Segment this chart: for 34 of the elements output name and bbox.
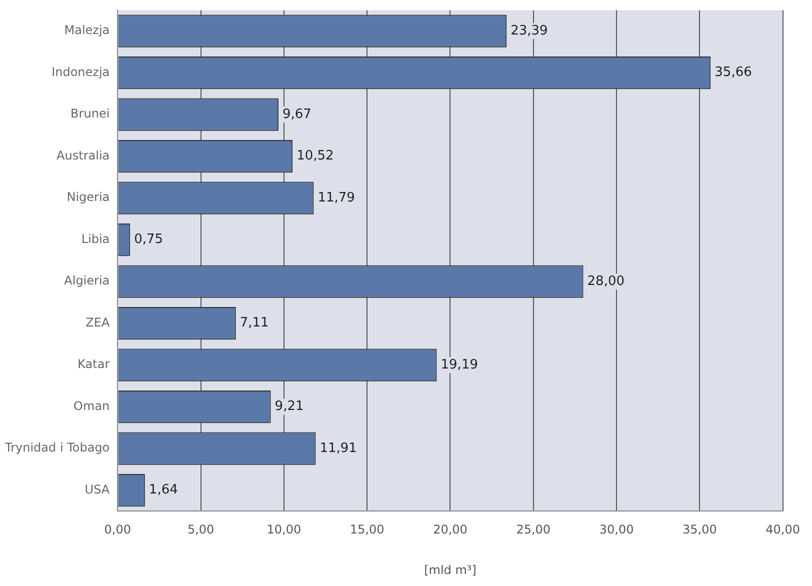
data-label: 9,67 (282, 106, 312, 122)
x-tick-label: 15,00 (350, 522, 384, 537)
data-label: 11,79 (318, 190, 355, 206)
x-tick-label: 5,00 (187, 522, 214, 537)
y-tick-label: Nigeria (66, 190, 110, 204)
data-label: 7,11 (240, 316, 269, 331)
x-tick-label: 10,00 (266, 522, 302, 537)
data-label: 23,39 (510, 23, 548, 38)
x-axis-title: [mld m³] (424, 562, 476, 577)
data-label: 28,00 (587, 274, 624, 289)
data-label: 9,21 (274, 399, 304, 414)
y-tick-label: Algieria (64, 274, 110, 288)
data-label: 1,64 (148, 482, 178, 498)
y-tick-label: Oman (74, 398, 110, 413)
x-tick-label: 30,00 (599, 522, 634, 537)
y-tick-label: Katar (78, 357, 110, 372)
y-tick-label: Malezja (64, 23, 110, 38)
data-label: 0,75 (134, 232, 164, 248)
y-tick-label: Indonezja (52, 64, 110, 79)
y-tick-label: Brunei (70, 106, 110, 121)
x-tick-label: 35,00 (682, 522, 717, 537)
data-label: 19,19 (440, 357, 478, 372)
data-label: 10,52 (296, 148, 334, 164)
x-tick-label: 0,00 (104, 522, 132, 537)
y-tick-label: Trynidad i Tobago (4, 440, 110, 455)
y-tick-label: ZEA (86, 315, 110, 330)
y-tick-label: Australia (56, 148, 110, 162)
data-label: 11,91 (320, 440, 357, 456)
x-tick-label: 40,00 (766, 522, 800, 537)
y-tick-label: Libia (81, 232, 110, 246)
data-label: 35,66 (714, 65, 752, 80)
y-tick-label: USA (84, 482, 110, 496)
x-tick-label: 20,00 (433, 522, 468, 537)
x-tick-label: 25,00 (516, 522, 551, 537)
